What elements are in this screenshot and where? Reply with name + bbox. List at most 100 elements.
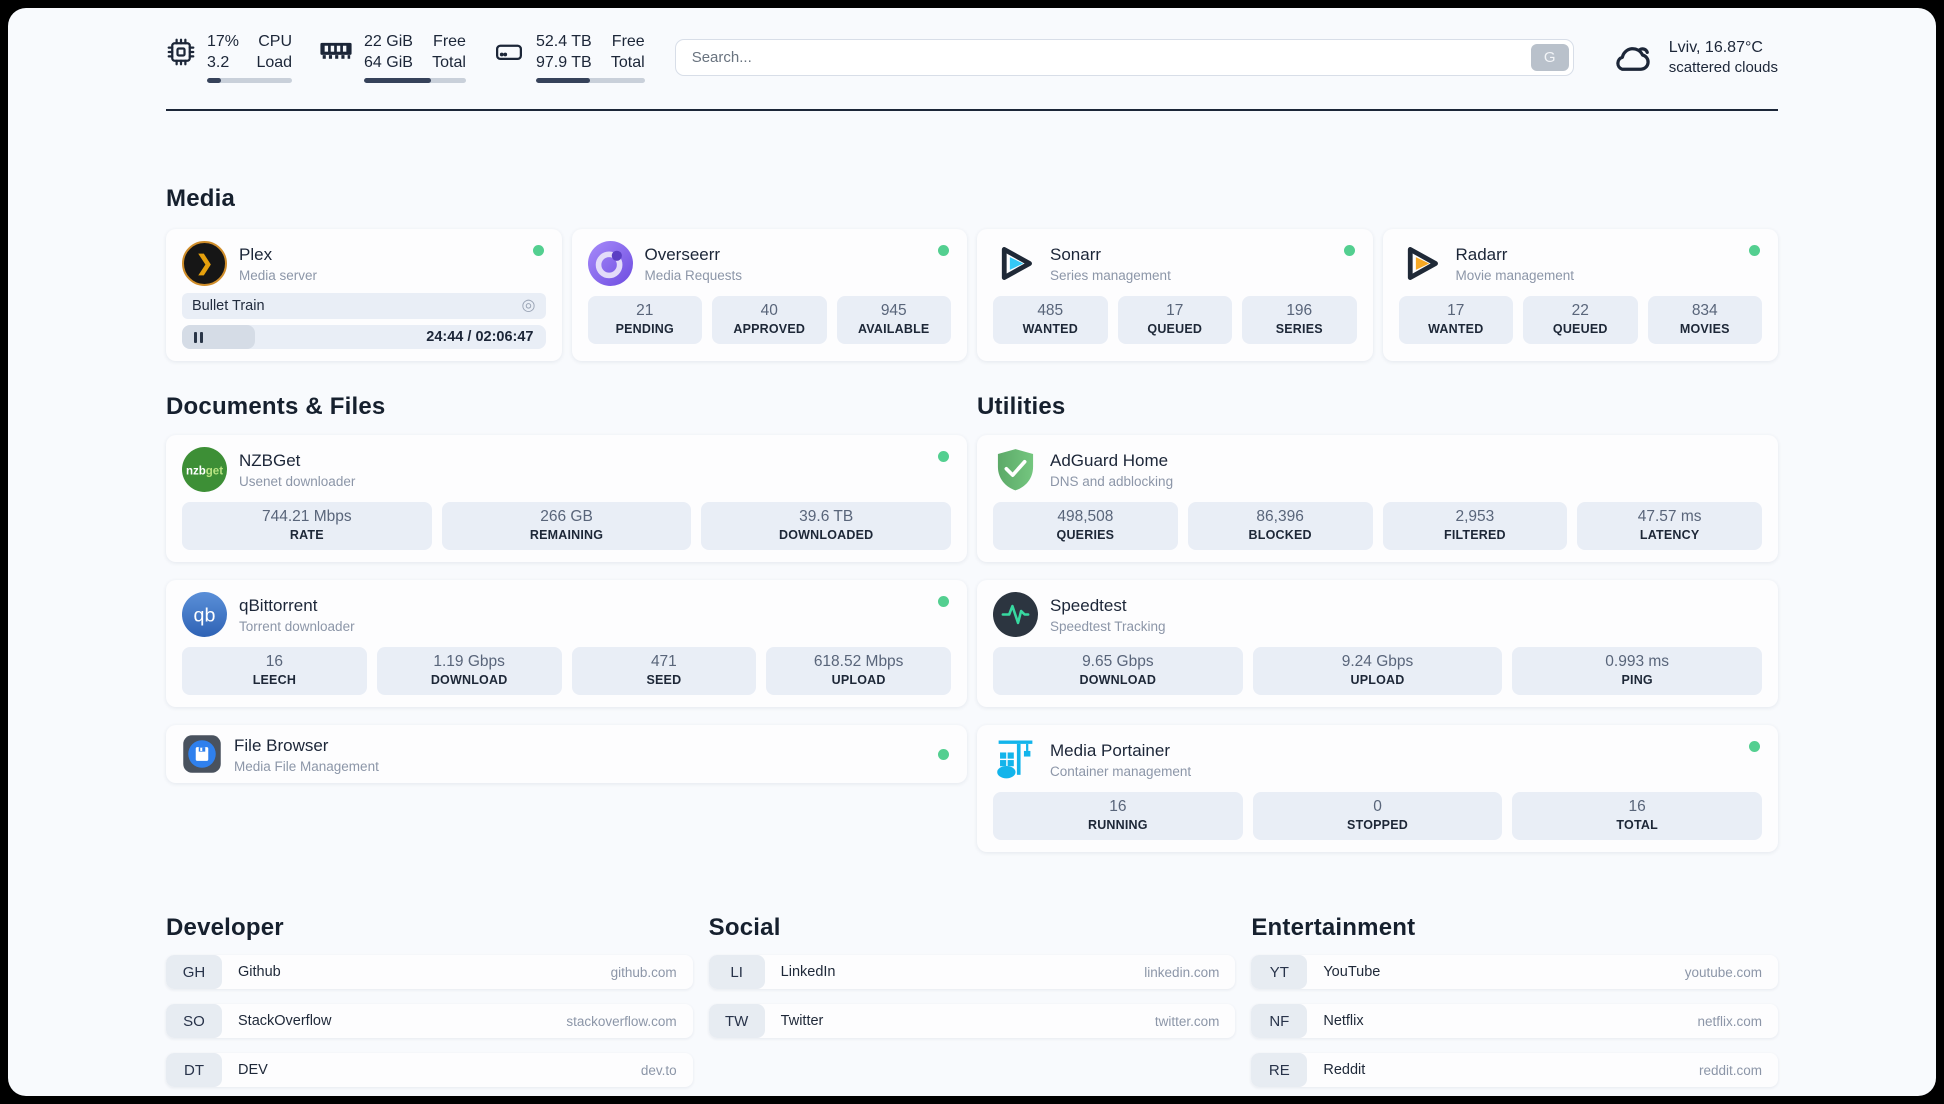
radarr-card[interactable]: Radarr Movie management 17 WANTED 22 QUE…	[1382, 229, 1778, 361]
weather-location-temp: Lviv, 16.87°C	[1668, 38, 1763, 56]
section-title-social: Social	[708, 914, 781, 941]
stat-box: 266 GB REMAINING	[441, 502, 692, 550]
bookmark-name: YouTube	[1323, 964, 1381, 980]
stat-box: 22 QUEUED	[1523, 296, 1638, 344]
stat-value: 16	[1628, 798, 1646, 815]
disk-free-value: 52.4 TB	[535, 33, 592, 50]
app-name: Media Portainer	[1050, 741, 1171, 760]
stat-value: 618.52 Mbps	[813, 653, 904, 670]
sonarr-card[interactable]: Sonarr Series management 485 WANTED 17 Q…	[977, 229, 1373, 361]
status-dot	[938, 245, 949, 256]
section-title-utilities: Utilities	[977, 393, 1066, 420]
cpu-load-label: Load	[256, 54, 293, 71]
portainer-card[interactable]: Media Portainer Container management 16 …	[977, 725, 1778, 852]
search-engine-button[interactable]: G	[1530, 43, 1569, 71]
now-playing-row: Bullet Train ◎	[182, 293, 546, 319]
stat-box: 16 RUNNING	[993, 792, 1243, 840]
filebrowser-icon	[182, 734, 222, 774]
app-name: NZBGet	[239, 451, 301, 470]
stat-label: QUEUED	[1552, 322, 1608, 336]
qbittorrent-card[interactable]: qb qBittorrent Torrent downloader 16	[166, 580, 967, 707]
stat-value: 485	[1037, 302, 1064, 319]
bookmark-reddit[interactable]: RE Reddit reddit.com	[1251, 1053, 1779, 1087]
stat-value: 86,396	[1256, 508, 1304, 525]
stat-box: 16 LEECH	[182, 647, 367, 695]
record-icon[interactable]: ◎	[521, 297, 536, 314]
speedtest-card[interactable]: Speedtest Speedtest Tracking 9.65 Gbps D…	[977, 580, 1778, 707]
top-bar: 17% 3.2 CPU Load	[166, 31, 1778, 83]
weather-widget: Lviv, 16.87°C scattered clouds	[1610, 36, 1778, 79]
app-description: Speedtest Tracking	[1050, 619, 1166, 634]
bookmark-abbr: LI	[708, 955, 765, 989]
filebrowser-card[interactable]: File Browser Media File Management	[166, 725, 967, 783]
bookmark-dev[interactable]: DT DEV dev.to	[166, 1053, 693, 1087]
bookmark-linkedin[interactable]: LI LinkedIn linkedin.com	[708, 955, 1236, 989]
bookmark-abbr: NF	[1251, 1004, 1308, 1038]
bookmark-twitter[interactable]: TW Twitter twitter.com	[708, 1004, 1236, 1038]
svg-text:nzbget: nzbget	[186, 465, 223, 477]
stat-box: 17 WANTED	[1398, 296, 1513, 344]
portainer-icon	[993, 737, 1038, 782]
app-name: File Browser	[234, 735, 329, 755]
stat-label: LEECH	[252, 673, 297, 687]
cpu-usage-value: 17%	[207, 33, 240, 50]
header-divider	[166, 109, 1778, 111]
bookmark-github[interactable]: GH Github github.com	[166, 955, 693, 989]
stat-label: WANTED	[1022, 322, 1078, 336]
nzbget-card[interactable]: nzbget NZBGet Usenet downloader 744.	[166, 435, 967, 562]
stat-box: 834 MOVIES	[1647, 296, 1762, 344]
bookmark-url: netflix.com	[1697, 1013, 1763, 1029]
memory-free-label: Free	[433, 33, 466, 50]
stat-label: PING	[1621, 673, 1653, 687]
stat-value: 266 GB	[540, 508, 593, 525]
stat-label: LATENCY	[1639, 528, 1700, 542]
resource-widgets: 17% 3.2 CPU Load	[166, 31, 645, 83]
search-input[interactable]	[674, 38, 1574, 76]
bookmark-youtube[interactable]: YT YouTube youtube.com	[1251, 955, 1779, 989]
stat-value: 39.6 TB	[799, 508, 854, 525]
overseerr-card[interactable]: Overseerr Media Requests 21 PENDING 40 A…	[571, 229, 967, 361]
stat-value: 16	[265, 653, 283, 670]
memory-widget: 22 GiB 64 GiB Free Total	[319, 31, 466, 83]
cpu-progress-fill	[207, 78, 222, 83]
plex-card[interactable]: ❯ Plex Media server Bullet Train ◎	[166, 229, 562, 361]
status-dot	[1749, 245, 1760, 256]
memory-progress-fill	[364, 78, 432, 83]
stat-box: 9.65 Gbps DOWNLOAD	[993, 647, 1243, 695]
bookmark-abbr: YT	[1251, 955, 1308, 989]
seek-bar[interactable]: 24:44 / 02:06:47	[182, 325, 546, 349]
adguard-card[interactable]: AdGuard Home DNS and adblocking 498,508 …	[977, 435, 1778, 562]
stat-value: 2,953	[1455, 508, 1495, 525]
status-dot	[1749, 741, 1760, 752]
stat-label: RATE	[289, 528, 324, 542]
bookmark-url: dev.to	[640, 1062, 677, 1078]
bookmark-netflix[interactable]: NF Netflix netflix.com	[1251, 1004, 1779, 1038]
stat-label: TOTAL	[1616, 818, 1658, 832]
time-display: 24:44 / 02:06:47	[426, 329, 534, 345]
stat-label: RUNNING	[1087, 818, 1148, 832]
app-description: Media Requests	[644, 268, 743, 283]
app-name: Radarr	[1455, 245, 1508, 264]
stat-label: DOWNLOAD	[1079, 673, 1157, 687]
disk-progress-track	[535, 78, 645, 83]
stat-label: UPLOAD	[1350, 673, 1405, 687]
cpu-widget: 17% 3.2 CPU Load	[166, 31, 293, 83]
stat-box: 945 AVAILABLE	[836, 296, 951, 344]
section-title-entertainment: Entertainment	[1251, 914, 1416, 941]
stat-box: 86,396 BLOCKED	[1187, 502, 1373, 550]
adguard-icon	[993, 447, 1038, 492]
qbittorrent-icon: qb	[182, 592, 227, 637]
stat-box: 17 QUEUED	[1117, 296, 1232, 344]
disk-icon	[493, 37, 525, 72]
stat-value: 40	[760, 302, 778, 319]
bookmark-url: youtube.com	[1684, 964, 1763, 980]
stat-box: 744.21 Mbps RATE	[182, 502, 432, 550]
cpu-progress-track	[207, 78, 293, 83]
bookmark-stackoverflow[interactable]: SO StackOverflow stackoverflow.com	[166, 1004, 693, 1038]
stat-box: 39.6 TB DOWNLOADED	[701, 502, 952, 550]
stat-label: AVAILABLE	[858, 322, 930, 336]
app-description: Usenet downloader	[239, 474, 356, 489]
stat-value: 498,508	[1057, 508, 1114, 525]
status-dot	[938, 749, 949, 760]
cloud-icon	[1610, 36, 1656, 79]
